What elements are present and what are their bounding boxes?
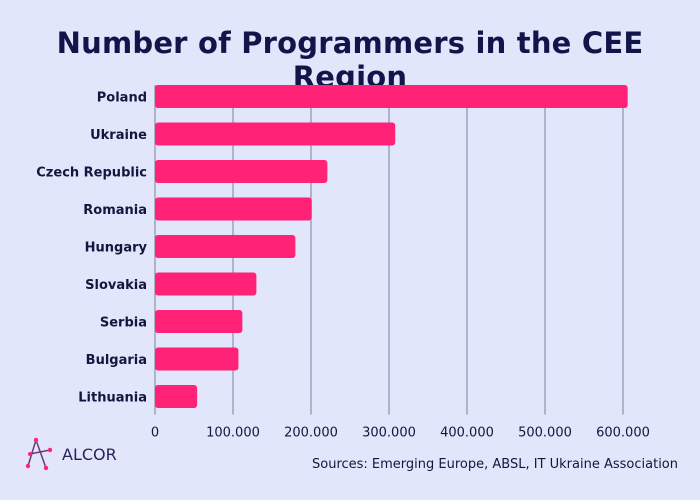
category-label: Poland xyxy=(97,91,147,106)
bar-czech-republic xyxy=(155,160,328,183)
logo-text: ALCOR xyxy=(62,444,117,464)
category-label: Hungary xyxy=(85,241,148,256)
x-tick-label: 500.000 xyxy=(518,426,572,441)
category-label: Lithuania xyxy=(78,391,147,406)
bar-ukraine xyxy=(155,122,396,146)
bar-hungary xyxy=(155,235,296,258)
bar-poland xyxy=(155,85,628,108)
category-label: Serbia xyxy=(100,316,147,331)
alcor-logo: ALCOR xyxy=(22,436,117,472)
x-tick-label: 300.000 xyxy=(362,426,416,441)
bar-bulgaria xyxy=(155,347,239,371)
category-label: Romania xyxy=(83,203,147,218)
x-tick-label: 0 xyxy=(151,426,159,441)
source-note: Sources: Emerging Europe, ABSL, IT Ukrai… xyxy=(312,457,678,472)
category-label: Czech Republic xyxy=(36,166,147,181)
category-label: Ukraine xyxy=(90,128,147,143)
category-label: Bulgaria xyxy=(86,353,147,368)
alcor-star-icon xyxy=(25,437,53,471)
x-tick-label: 600.000 xyxy=(596,426,650,441)
x-tick-label: 200.000 xyxy=(284,426,338,441)
bar-lithuania xyxy=(155,385,198,408)
bar-serbia xyxy=(155,310,243,333)
chart-title: Number of Programmers in the CEE Region xyxy=(56,26,644,94)
bar-romania xyxy=(155,197,312,221)
x-tick-label: 400.000 xyxy=(440,426,494,441)
category-label: Slovakia xyxy=(85,278,147,293)
bar-slovakia xyxy=(155,272,257,296)
x-tick-label: 100.000 xyxy=(206,426,260,441)
